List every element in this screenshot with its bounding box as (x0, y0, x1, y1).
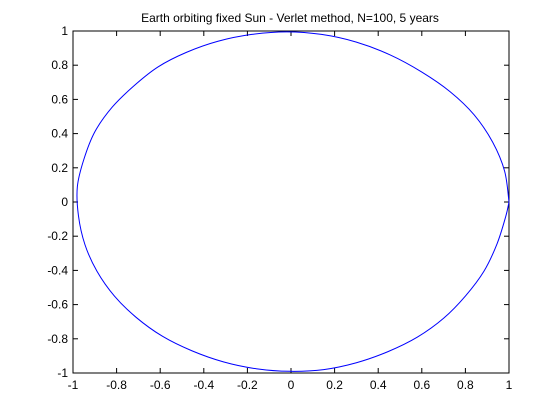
y-tick-label: -0.4 (47, 263, 68, 277)
y-tick-label: -1 (57, 366, 68, 380)
y-tick-label: 0.4 (51, 127, 68, 141)
y-tick-label: 0.8 (51, 58, 68, 72)
x-tick-label: 0 (288, 378, 295, 392)
y-tick-label: -0.2 (47, 229, 68, 243)
y-tick-label: -0.8 (47, 332, 68, 346)
x-tick-label: 0.2 (326, 378, 343, 392)
chart-title: Earth orbiting fixed Sun - Verlet method… (141, 11, 439, 25)
y-tick-label: -0.6 (47, 298, 68, 312)
x-tick-label: 0.6 (413, 378, 430, 392)
y-axis-ticks: -1 -0.8 -0.6 -0.4 -0.2 0 0.2 0.4 0.6 0.8 1 (47, 24, 509, 380)
x-tick-label: 1 (506, 378, 513, 392)
plot-area (72, 30, 510, 374)
x-tick-label: -0.8 (106, 378, 127, 392)
x-tick-label: -0.2 (237, 378, 258, 392)
x-tick-label: -0.6 (150, 378, 171, 392)
y-tick-label: 1 (61, 24, 68, 38)
y-tick-label: 0.2 (51, 161, 68, 175)
y-tick-label: 0 (61, 195, 68, 209)
x-tick-label: 0.4 (370, 378, 387, 392)
y-tick-label: 0.6 (51, 92, 68, 106)
orbit-line (76, 31, 510, 372)
x-tick-label: -0.4 (193, 378, 214, 392)
x-tick-label: 0.8 (457, 378, 474, 392)
series-layer (76, 31, 510, 372)
x-tick-label: -1 (68, 378, 79, 392)
x-axis-ticks: -1 -0.8 -0.6 -0.4 -0.2 0 0.2 0.4 0.6 0.8 1 (68, 31, 513, 392)
